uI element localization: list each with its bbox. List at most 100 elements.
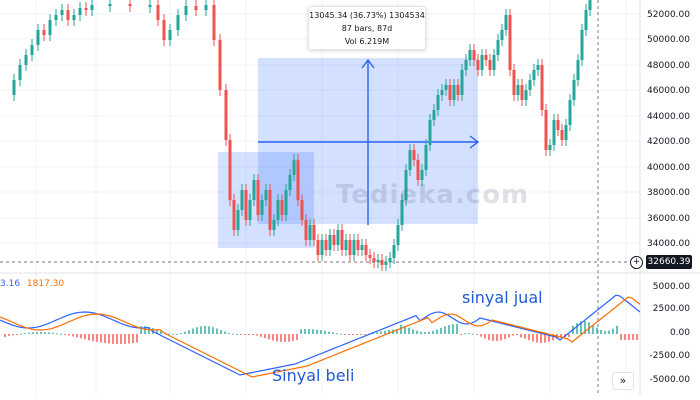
candle-body: [42, 30, 46, 35]
candle-body: [412, 150, 416, 160]
candle-body: [556, 120, 560, 130]
macd-histogram-bar: [496, 334, 498, 341]
macd-histogram-bar: [596, 327, 598, 334]
macd-histogram-bar: [200, 326, 202, 334]
candle-body: [528, 80, 532, 90]
price-tick-label: 38000.00: [647, 188, 690, 198]
candle-body: [108, 4, 112, 6]
macd-tick-label: -5000.00: [649, 375, 690, 385]
candle-body: [232, 200, 236, 230]
macd-histogram-bar: [396, 329, 398, 334]
sell-signal-annotation: sinyal jual: [462, 288, 543, 307]
macd-histogram-bar: [472, 333, 474, 335]
candle-body: [212, 5, 216, 40]
macd-histogram-bar: [424, 331, 426, 334]
macd-histogram-bar: [432, 330, 434, 334]
candle-body: [288, 175, 292, 190]
macd-histogram-bar: [336, 333, 338, 335]
candle-body: [360, 245, 364, 250]
macd-histogram-bar: [220, 330, 222, 334]
macd-histogram-bar: [488, 334, 490, 340]
candle-body: [392, 245, 396, 258]
macd-histogram-bar: [80, 334, 82, 339]
candle-body: [408, 150, 412, 170]
macd-histogram-bar: [264, 334, 266, 339]
macd-line: [0, 294, 641, 376]
macd-histogram-bar: [580, 321, 582, 334]
candle-body: [328, 235, 332, 250]
candle-body: [536, 65, 540, 70]
candle-body: [218, 40, 222, 90]
chevron-double-right-icon[interactable]: »: [612, 372, 634, 390]
macd-histogram-bar: [40, 332, 42, 334]
macd-tick-label: 2500.00: [652, 304, 690, 314]
candle-body: [240, 190, 244, 210]
candle-body: [428, 120, 432, 145]
macd-histogram-bar: [68, 334, 70, 336]
macd-histogram-bar: [480, 334, 482, 337]
candle-body: [24, 55, 28, 65]
macd-histogram-bar: [296, 334, 298, 340]
macd-histogram-bar: [348, 334, 350, 335]
candle-body: [60, 10, 64, 15]
candle-body: [416, 160, 420, 180]
macd-histogram-bar: [300, 329, 302, 334]
candle-body: [264, 190, 268, 200]
candle-body: [244, 190, 248, 220]
candle-body: [284, 190, 288, 215]
candle-body: [162, 20, 166, 40]
macd-histogram-bar: [636, 334, 638, 340]
macd-histogram-bar: [364, 334, 366, 335]
macd-histogram-bar: [172, 333, 174, 335]
candle-body: [432, 110, 436, 120]
macd-histogram-bar: [384, 330, 386, 334]
macd-histogram-bar: [520, 334, 522, 338]
candle-body: [194, 6, 198, 10]
candle-body: [484, 55, 488, 60]
price-tick-label: 34000.00: [647, 239, 690, 249]
candle-body: [540, 65, 544, 110]
macd-histogram-bar: [120, 334, 122, 344]
candle-body: [584, 10, 588, 30]
macd-histogram-bar: [288, 334, 290, 342]
macd-histogram-bar: [456, 324, 458, 334]
macd-histogram-bar: [56, 333, 58, 335]
macd-histogram-bar: [412, 329, 414, 334]
macd-histogram-bar: [24, 333, 26, 335]
candle-body: [268, 190, 272, 230]
candle-body: [340, 230, 344, 250]
macd-histogram-bar: [156, 329, 158, 334]
tooltip-change: 13045.34 (36.73%) 1304534: [309, 11, 425, 20]
macd-histogram-bar: [72, 334, 74, 337]
candle-body: [66, 10, 70, 20]
price-tick-label: 36000.00: [647, 214, 690, 224]
candle-body: [348, 240, 352, 255]
macd-histogram-bar: [188, 330, 190, 334]
macd-histogram-bar: [248, 334, 250, 335]
macd-histogram-bar: [92, 334, 94, 342]
macd-histogram-bar: [324, 330, 326, 334]
candle-body: [148, 5, 152, 7]
macd-histogram-bar: [492, 334, 494, 341]
macd-histogram-bar: [180, 333, 182, 335]
macd-histogram-bar: [272, 334, 274, 341]
candle-body: [308, 225, 312, 240]
candle-body: [36, 30, 40, 45]
tooltip-bars: 87 bars, 87d: [341, 24, 393, 33]
macd-histogram-bar: [132, 334, 134, 344]
macd-histogram-bar: [228, 332, 230, 334]
plus-circle-icon[interactable]: +: [630, 256, 643, 269]
macd-histogram-bar: [624, 334, 626, 340]
macd-histogram-bar: [360, 334, 362, 335]
macd-histogram-bar: [440, 327, 442, 334]
macd-histogram-bar: [84, 334, 86, 340]
candle-body: [260, 200, 264, 215]
candle-body: [452, 85, 456, 100]
macd-histogram-bar: [88, 334, 90, 341]
macd-histogram-bar: [136, 334, 138, 343]
macd-histogram-bar: [160, 331, 162, 334]
macd-histogram-bar: [320, 330, 322, 334]
macd-histogram-bar: [76, 334, 78, 338]
